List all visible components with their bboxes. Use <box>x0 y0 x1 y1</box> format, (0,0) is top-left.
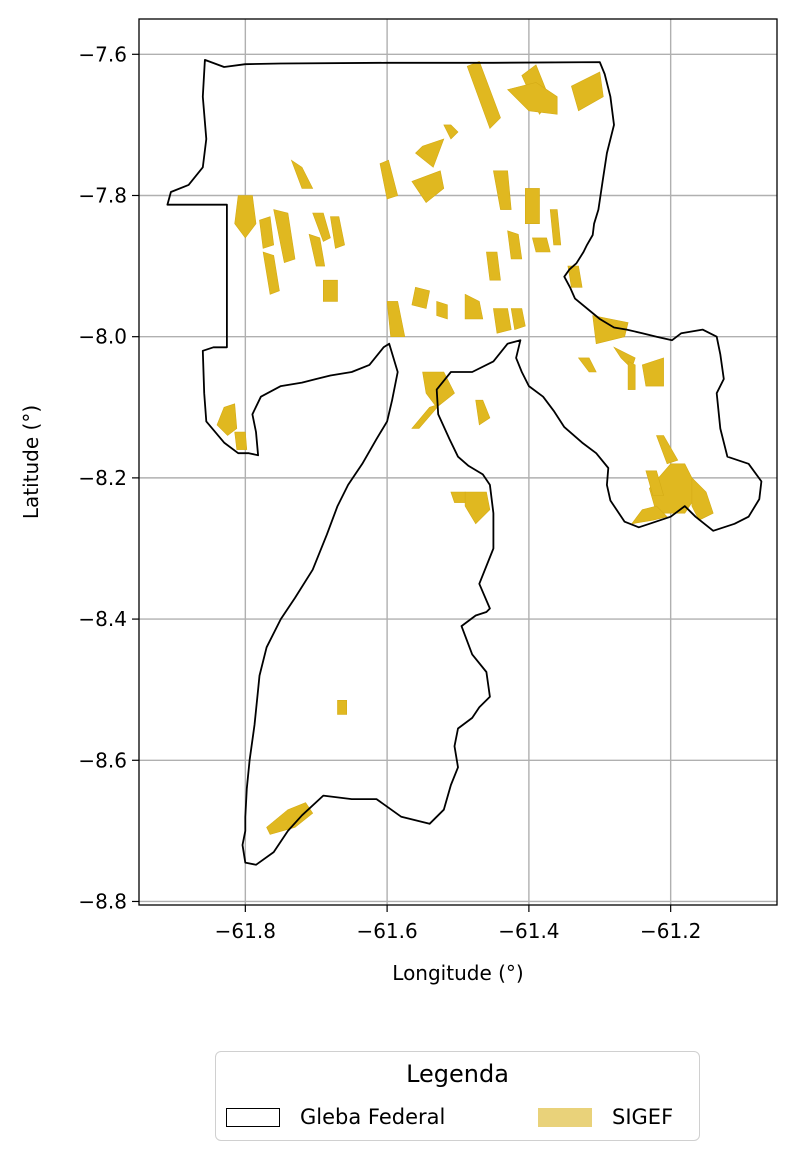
x-axis-title: Longitude (°) <box>392 961 523 985</box>
sigef-parcel <box>216 403 238 436</box>
sigef-parcel <box>379 159 399 200</box>
sigef-parcel <box>290 159 314 189</box>
sigef-parcel <box>532 237 551 253</box>
sigef-parcel <box>411 170 445 204</box>
sigef-parcel <box>443 124 459 140</box>
legend-swatch-sigef <box>538 1107 592 1127</box>
sigef-parcel <box>631 505 668 525</box>
sigef-parcel <box>524 188 540 224</box>
x-tick-label: −61.2 <box>640 919 701 943</box>
sigef-parcel <box>475 399 491 426</box>
sigef-parcel <box>415 138 445 168</box>
sigef-parcel <box>571 71 604 112</box>
y-tick-label: −7.6 <box>78 42 127 66</box>
y-tick-label: −8.4 <box>78 607 127 631</box>
sigef-parcel <box>549 209 562 246</box>
y-tick-label: −7.8 <box>78 183 127 207</box>
sigef-parcel <box>691 477 714 521</box>
sigef-parcel <box>493 170 512 210</box>
sigef-parcel <box>411 286 430 309</box>
sigef-parcel <box>262 251 280 295</box>
legend-label-gleba-federal: Gleba Federal <box>300 1105 446 1129</box>
y-tick-label: −8.2 <box>78 466 127 490</box>
sigef-parcel <box>656 435 679 465</box>
sigef-parcel <box>273 209 296 263</box>
sigef-parcel <box>592 315 629 345</box>
sigef-parcel <box>266 802 314 835</box>
sigef-parcel <box>337 699 348 715</box>
legend-label-sigef: SIGEF <box>612 1105 674 1129</box>
sigef-parcel <box>464 293 484 320</box>
sigef-parcel <box>312 212 331 242</box>
sigef-parcel <box>450 491 466 503</box>
sigef-parcel <box>649 463 700 514</box>
sigef-parcel <box>510 308 526 330</box>
x-tick-label: −61.6 <box>356 919 417 943</box>
sigef-parcel <box>464 491 491 525</box>
axis-ticks: −61.8 −61.6 −61.4 −61.2 −7.6 −7.8 −8.0 −8.2 −8.4… <box>78 42 701 943</box>
sigef-parcel <box>486 251 501 281</box>
sigef-parcel <box>507 82 558 115</box>
legend-swatch-gleba-federal <box>226 1107 280 1127</box>
sigef-parcel <box>234 195 257 239</box>
gleba-federal-boundary <box>166 59 763 866</box>
legend-title: Legenda <box>406 1060 509 1088</box>
sigef-parcel <box>493 308 512 334</box>
legend-item-gleba-federal: Gleba Federal <box>226 1104 445 1130</box>
sigef-parcel <box>234 431 248 450</box>
x-tick-label: −61.4 <box>498 919 559 943</box>
sigef-parcel <box>330 216 345 249</box>
sigef-parcel <box>308 233 326 267</box>
sigef-parcel <box>436 300 448 320</box>
sigef-parcel <box>259 216 275 249</box>
y-tick-label: −8.6 <box>78 748 127 772</box>
sigef-parcel <box>507 230 523 260</box>
sigef-parcel <box>322 279 338 302</box>
sigef-parcel <box>641 357 664 387</box>
sigef-parcel <box>567 265 583 288</box>
sigef-parcel <box>422 371 455 408</box>
sigef-parcel <box>386 301 406 338</box>
legend-item-sigef: SIGEF <box>538 1104 673 1130</box>
legend: Legenda Gleba Federal SIGEF <box>215 1051 700 1141</box>
sigef-parcel <box>627 360 636 390</box>
sigef-parcel <box>645 470 664 496</box>
x-tick-label: −61.8 <box>215 919 276 943</box>
y-axis-title: Latitude (°) <box>19 405 43 519</box>
plot-frame <box>138 18 778 906</box>
map-layer <box>166 59 763 866</box>
y-tick-label: −8.8 <box>78 889 127 913</box>
y-tick-label: −8.0 <box>78 325 127 349</box>
sigef-parcel <box>577 357 597 373</box>
